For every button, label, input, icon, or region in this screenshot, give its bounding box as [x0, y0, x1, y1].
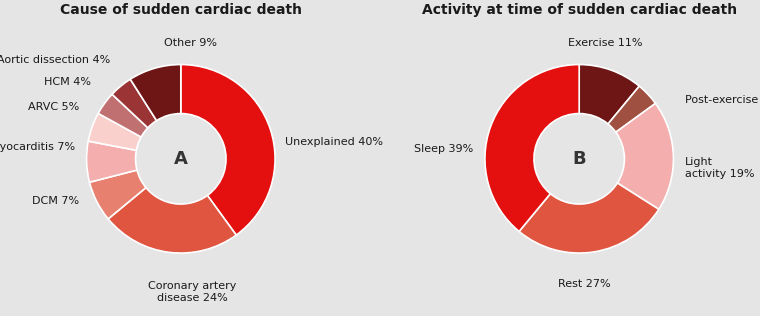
Text: HCM 4%: HCM 4% [44, 76, 91, 87]
Wedge shape [608, 86, 655, 132]
Text: Post-exercise 4%: Post-exercise 4% [685, 95, 760, 105]
Wedge shape [90, 170, 146, 219]
Wedge shape [181, 64, 275, 235]
Text: B: B [572, 150, 586, 168]
Wedge shape [485, 64, 579, 231]
Text: Unexplained 40%: Unexplained 40% [284, 137, 382, 147]
Title: Cause of sudden cardiac death: Cause of sudden cardiac death [60, 3, 302, 17]
Wedge shape [88, 113, 141, 150]
Wedge shape [616, 103, 673, 209]
Text: Other 9%: Other 9% [163, 38, 217, 48]
Text: Rest 27%: Rest 27% [558, 279, 610, 289]
Text: DCM 7%: DCM 7% [32, 196, 79, 206]
Wedge shape [112, 79, 157, 128]
Text: Aortic dissection 4%: Aortic dissection 4% [0, 55, 110, 65]
Title: Activity at time of sudden cardiac death: Activity at time of sudden cardiac death [422, 3, 736, 17]
Wedge shape [130, 64, 181, 121]
Text: Myocarditis 7%: Myocarditis 7% [0, 143, 75, 153]
Text: A: A [174, 150, 188, 168]
Text: Light
activity 19%: Light activity 19% [685, 157, 754, 179]
Wedge shape [519, 183, 659, 253]
Text: ARVC 5%: ARVC 5% [28, 102, 79, 112]
Text: Coronary artery
disease 24%: Coronary artery disease 24% [148, 281, 236, 303]
Wedge shape [98, 94, 148, 137]
Wedge shape [108, 188, 236, 253]
Wedge shape [87, 141, 137, 182]
Text: Sleep 39%: Sleep 39% [414, 144, 473, 155]
Wedge shape [579, 64, 639, 124]
Text: Exercise 11%: Exercise 11% [568, 38, 643, 48]
